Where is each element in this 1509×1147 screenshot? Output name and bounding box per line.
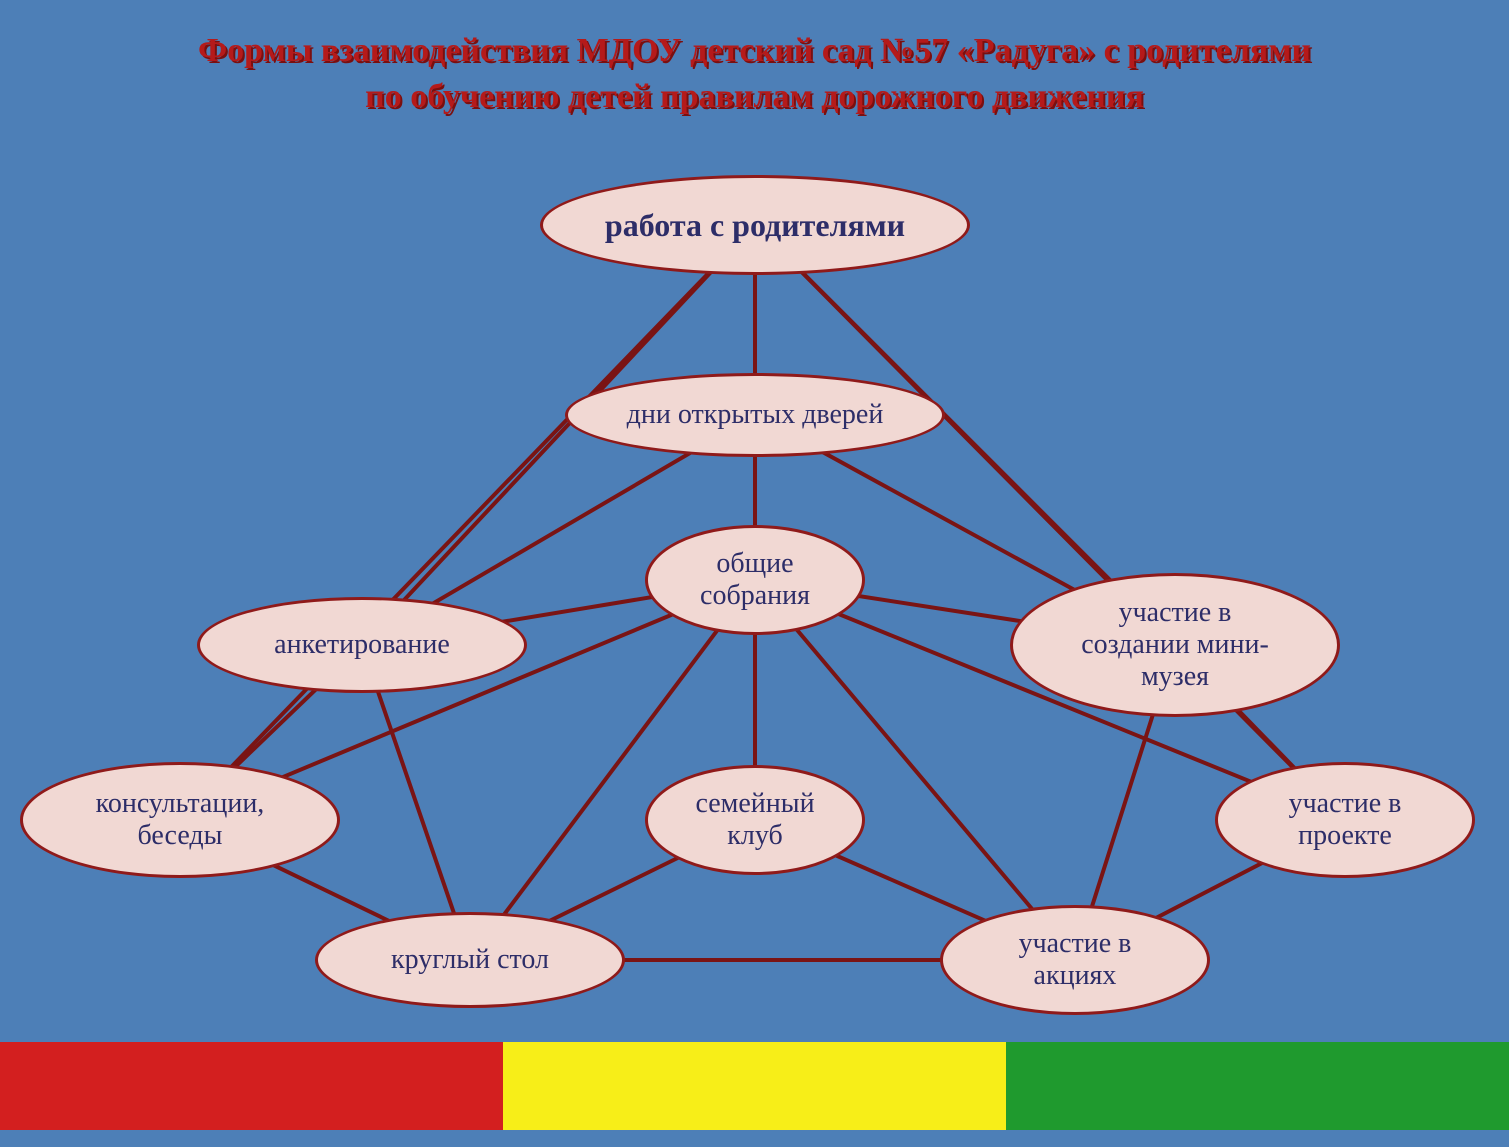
footer-segment-1 (503, 1042, 1006, 1130)
node-cons: консультации, беседы (20, 762, 340, 878)
node-label: дни открытых дверей (627, 399, 884, 431)
footer-segment-0 (0, 1042, 503, 1130)
footer-segment-2 (1006, 1042, 1509, 1130)
edge (180, 225, 755, 820)
node-label: анкетирование (274, 629, 450, 661)
node-label: семейный клуб (695, 788, 814, 852)
node-club: семейный клуб (645, 765, 865, 875)
node-label: участие в проекте (1289, 788, 1402, 852)
diagram-canvas: Формы взаимодействия МДОУ детский сад №5… (0, 0, 1509, 1147)
node-open: дни открытых дверей (565, 373, 945, 457)
node-label: круглый стол (391, 944, 549, 976)
node-quest: анкетирование (197, 597, 527, 693)
node-round: круглый стол (315, 912, 625, 1008)
node-label: участие в создании мини- музея (1081, 597, 1269, 693)
node-label: работа с родителями (605, 207, 905, 244)
node-museum: участие в создании мини- музея (1010, 573, 1340, 717)
node-label: общие собрания (700, 548, 810, 612)
node-meet: общие собрания (645, 525, 865, 635)
traffic-light-footer (0, 1042, 1509, 1130)
node-proj: участие в проекте (1215, 762, 1475, 878)
node-label: участие в акциях (1019, 928, 1132, 992)
node-label: консультации, беседы (96, 788, 265, 852)
node-action: участие в акциях (940, 905, 1210, 1015)
node-root: работа с родителями (540, 175, 970, 275)
